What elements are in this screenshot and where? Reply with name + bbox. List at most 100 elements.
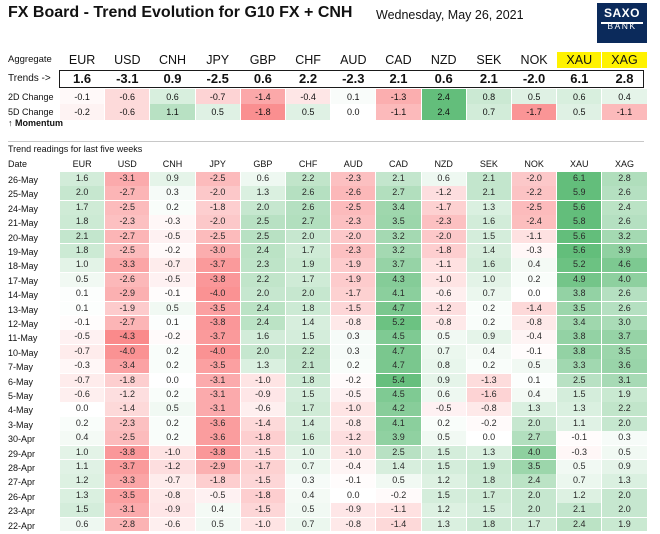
reading-cell: 2.4 xyxy=(240,244,285,258)
reading-cell: 0.2 xyxy=(466,301,511,316)
reading-cell: 1.6 xyxy=(240,330,285,345)
change-2d-usd: -0.6 xyxy=(105,89,150,105)
reading-cell: -0.6 xyxy=(60,388,105,402)
reading-cell: 0.6 xyxy=(421,172,466,186)
reading-cell: 0.2 xyxy=(150,359,195,373)
trends-highlight-box xyxy=(59,70,644,88)
reading-cell: -0.4 xyxy=(512,330,557,345)
reading-cell: 0.4 xyxy=(60,431,105,445)
reading-cell: -1.0 xyxy=(240,517,285,532)
reading-cell: 1.8 xyxy=(60,215,105,229)
row-date: 21-May xyxy=(8,218,39,229)
readings-header-xag: XAG xyxy=(614,159,634,169)
reading-cell: 3.1 xyxy=(602,373,647,388)
trend-value-eur: 1.6 xyxy=(73,71,92,86)
reading-cell: 5.2 xyxy=(557,258,602,273)
change-2d-jpy: -0.7 xyxy=(195,89,240,105)
reading-cell: 4.7 xyxy=(376,359,421,373)
reading-cell: 0.4 xyxy=(512,388,557,402)
reading-cell: 0.3 xyxy=(331,330,376,345)
reading-cell: 1.0 xyxy=(60,258,105,273)
reading-cell: -0.3 xyxy=(512,244,557,258)
table-row: 12-May -0.1 -2.7 0.1 -3.8 2.4 1.4 -0.8 5.2 -0.8 0.… xyxy=(0,316,660,330)
reading-cell: 4.2 xyxy=(376,402,421,417)
reading-cell: 0.5 xyxy=(421,431,466,445)
reading-cell: 5.6 xyxy=(557,244,602,258)
reading-cell: 1.9 xyxy=(286,258,331,273)
readings-header-eur: EUR xyxy=(72,159,92,169)
reading-cell: 1.6 xyxy=(60,172,105,186)
reading-cell: 3.0 xyxy=(602,316,647,330)
reading-cell: 2.0 xyxy=(240,200,285,215)
currency-header-gbp: GBP xyxy=(249,53,277,67)
reading-cell: 0.9 xyxy=(421,373,466,388)
reading-cell: 1.4 xyxy=(376,460,421,474)
reading-cell: 0.5 xyxy=(150,402,195,417)
reading-cell: 1.8 xyxy=(60,244,105,258)
reading-cell: 1.5 xyxy=(466,229,511,244)
reading-cell: 4.6 xyxy=(602,258,647,273)
reading-cell: -2.0 xyxy=(331,229,376,244)
row-date: 27-Apr xyxy=(8,477,36,488)
reading-cell: 2.0 xyxy=(602,416,647,431)
reading-cell: -1.8 xyxy=(421,244,466,258)
reading-cell: 1.5 xyxy=(421,445,466,460)
reading-cell: -3.5 xyxy=(105,488,150,503)
reading-cell: 6.1 xyxy=(557,172,602,186)
table-row: 26-May 1.6 -3.1 0.9 -2.5 0.6 2.2 -2.3 2.1 0.6 2.1-… xyxy=(0,172,660,186)
reading-cell: 2.0 xyxy=(602,488,647,503)
table-row: 4-May 0.0 -1.4 0.5 -3.1 -0.6 1.7 -1.0 4.2 -0.5 -0.… xyxy=(0,402,660,417)
reading-cell: 2.0 xyxy=(60,186,105,201)
reading-cell: -1.6 xyxy=(466,388,511,402)
readings-header-gbp: GBP xyxy=(253,159,273,169)
reading-cell: 0.2 xyxy=(150,388,195,402)
reading-cell: -0.2 xyxy=(376,488,421,503)
row-date: 25-May xyxy=(8,189,39,200)
reading-cell: 0.5 xyxy=(376,474,421,489)
reading-cell: 2.6 xyxy=(286,186,331,201)
reading-cell: 2.1 xyxy=(466,172,511,186)
currency-header-cnh: CNH xyxy=(158,53,187,67)
change-2d-chf: -0.4 xyxy=(286,89,331,105)
logo-line-1: SAXO xyxy=(603,6,640,20)
reading-cell: -2.5 xyxy=(105,244,150,258)
reading-cell: 0.2 xyxy=(150,200,195,215)
reading-cell: 3.2 xyxy=(376,244,421,258)
reading-cell: 5.6 xyxy=(557,229,602,244)
change-5d-aud: 0.0 xyxy=(331,104,376,120)
trend-value-aud: -2.3 xyxy=(342,71,365,86)
reading-cell: 4.1 xyxy=(376,287,421,301)
row-date: 30-Apr xyxy=(8,434,36,445)
reading-cell: 2.4 xyxy=(240,301,285,316)
reading-cell: -1.7 xyxy=(421,200,466,215)
table-row: 3-May 0.2 -2.3 0.2 -3.6 -1.4 1.4 -0.8 4.1 0.2 -0.2… xyxy=(0,416,660,431)
currency-header-usd: USD xyxy=(114,53,141,67)
reading-cell: 0.5 xyxy=(421,330,466,345)
reading-cell: -4.0 xyxy=(195,287,240,301)
reading-cell: -1.8 xyxy=(240,488,285,503)
currency-header-nok: NOK xyxy=(520,53,548,67)
reading-cell: 0.0 xyxy=(512,287,557,301)
reading-cell: -3.8 xyxy=(195,316,240,330)
change-5d-xau: 0.5 xyxy=(557,104,602,120)
change-5d-eur: -0.2 xyxy=(60,104,105,120)
row-date: 4-May xyxy=(8,405,34,416)
reading-cell: 1.3 xyxy=(240,186,285,201)
reading-cell: -0.8 xyxy=(331,517,376,532)
reading-cell: 0.2 xyxy=(60,416,105,431)
reading-cell: -3.5 xyxy=(195,301,240,316)
trend-value-gbp: 0.6 xyxy=(253,71,272,86)
reading-cell: 1.3 xyxy=(240,359,285,373)
reading-cell: 1.5 xyxy=(286,330,331,345)
reading-cell: 2.0 xyxy=(286,287,331,301)
page-title: FX Board - Trend Evolution for G10 FX + … xyxy=(8,4,353,21)
reading-cell: 4.0 xyxy=(602,272,647,287)
reading-cell: 0.4 xyxy=(512,258,557,273)
row-date: 17-May xyxy=(8,275,39,286)
reading-cell: -0.9 xyxy=(150,503,195,517)
reading-cell: 0.1 xyxy=(60,287,105,301)
reading-cell: -1.5 xyxy=(240,474,285,489)
row-date: 14-May xyxy=(8,290,39,301)
reading-cell: 2.6 xyxy=(602,301,647,316)
reading-cell: 4.5 xyxy=(376,388,421,402)
